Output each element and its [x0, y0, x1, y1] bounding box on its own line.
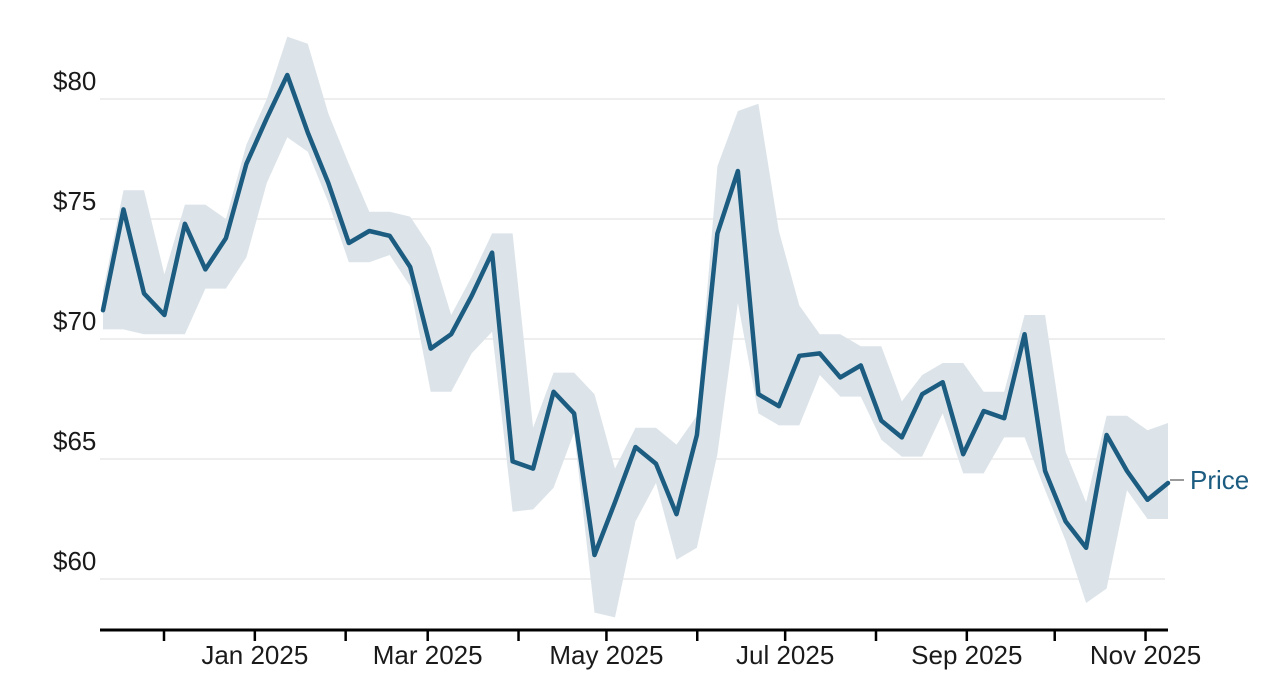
y-tick-label: $75 [53, 186, 96, 216]
y-tick-label: $60 [53, 546, 96, 576]
y-tick-label: $70 [53, 306, 96, 336]
x-tick-label: Jan 2025 [201, 640, 308, 670]
price-line-path [100, 72, 1171, 558]
x-tick-label: Mar 2025 [373, 640, 483, 670]
y-tick-label: $65 [53, 426, 96, 456]
x-tick-label: Nov 2025 [1090, 640, 1201, 670]
y-tick-label: $80 [53, 66, 96, 96]
y-axis-labels: $60 $65 $70 $75 $80 [53, 66, 96, 576]
confidence-band-area [103, 36, 1168, 618]
series-legend: Price [1170, 465, 1249, 495]
x-tick-label: May 2025 [549, 640, 663, 670]
x-tick-label: Sep 2025 [911, 640, 1022, 670]
series-label: Price [1190, 465, 1249, 495]
price-line [100, 72, 1171, 558]
confidence-band [103, 36, 1168, 618]
x-axis: Jan 2025 Mar 2025 May 2025 Jul 2025 Sep 2025… [100, 628, 1201, 670]
x-tick-label: Jul 2025 [736, 640, 834, 670]
